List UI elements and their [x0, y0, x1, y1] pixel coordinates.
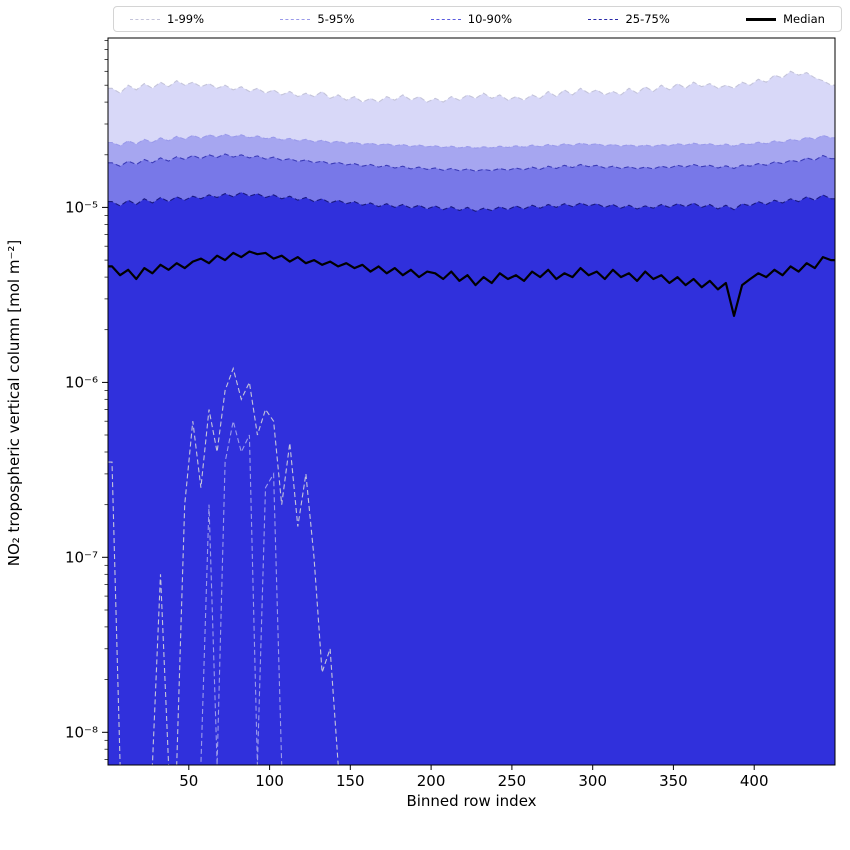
legend-line-median — [746, 17, 777, 21]
svg-text:300: 300 — [578, 772, 607, 790]
legend-entry-10-90: 10-90% — [430, 12, 513, 26]
legend-label: 10-90% — [467, 12, 513, 26]
svg-text:350: 350 — [659, 772, 688, 790]
svg-text:400: 400 — [740, 772, 769, 790]
legend-label: 1-99% — [167, 12, 205, 26]
svg-text:150: 150 — [336, 772, 365, 790]
legend: 1-99% 5-95% 10-90% 25-75% Median — [113, 6, 842, 32]
legend-line-1-99 — [130, 18, 160, 20]
svg-text:10⁻⁸: 10⁻⁸ — [65, 723, 98, 741]
legend-line-10-90 — [430, 18, 461, 20]
legend-line-25-75 — [588, 18, 619, 20]
y-axis-label: NO₂ tropospheric vertical column [mol m⁻… — [5, 239, 23, 567]
legend-entry-median: Median — [746, 12, 825, 26]
svg-text:200: 200 — [417, 772, 446, 790]
x-axis-label: Binned row index — [406, 792, 537, 810]
legend-label: 5-95% — [317, 12, 355, 26]
svg-text:250: 250 — [498, 772, 527, 790]
legend-entry-1-99: 1-99% — [130, 12, 204, 26]
svg-text:10⁻⁵: 10⁻⁵ — [65, 198, 98, 216]
svg-text:50: 50 — [179, 772, 198, 790]
legend-line-5-95 — [280, 18, 311, 20]
svg-text:10⁻⁷: 10⁻⁷ — [65, 548, 98, 566]
legend-label: 25-75% — [625, 12, 670, 26]
legend-label: Median — [783, 12, 825, 26]
svg-text:100: 100 — [255, 772, 284, 790]
legend-entry-5-95: 5-95% — [280, 12, 354, 26]
svg-text:10⁻⁶: 10⁻⁶ — [65, 373, 98, 391]
legend-entry-25-75: 25-75% — [588, 12, 670, 26]
